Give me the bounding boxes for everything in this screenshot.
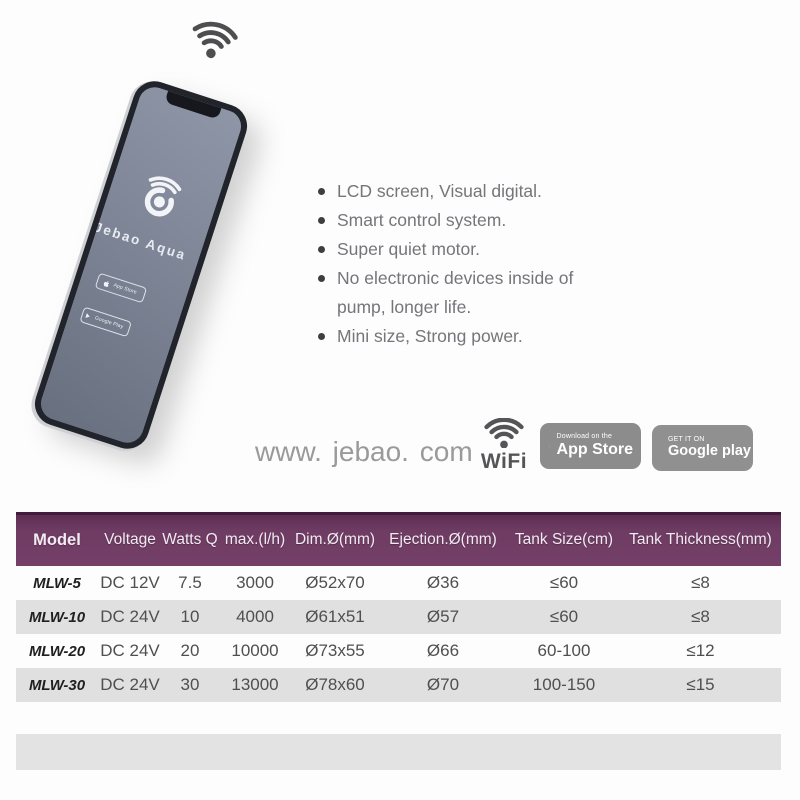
feature-text: No electronic devices inside of pump, lo… xyxy=(337,268,574,317)
wifi-signal-icon xyxy=(175,1,254,66)
col-header-voltage: Voltage xyxy=(104,531,156,549)
table-row-mlw-10: MLW-10 DC 24V 10 4000 Ø61x51 Ø57 ≤60 ≤8 xyxy=(16,600,781,634)
phone-appstore-badge-label: App Store xyxy=(112,282,138,296)
col-header-max-flow: max.(l/h) xyxy=(224,531,286,549)
feature-text: Mini size, Strong power. xyxy=(337,326,523,346)
cell-tank-size: ≤60 xyxy=(549,607,579,626)
feature-item: Smart control system. xyxy=(318,206,603,235)
bullet-icon xyxy=(318,217,325,224)
smartphone: Jebao Aqua App Store Google Play xyxy=(29,75,253,455)
app-store-badge-tagline: Download on the xyxy=(556,433,613,441)
jebao-aqua-logo-icon xyxy=(122,158,199,238)
google-play-badge-tagline: GET IT ON xyxy=(668,436,705,444)
feature-item: LCD screen, Visual digital. xyxy=(318,177,603,206)
cell-ejection: Ø36 xyxy=(426,573,460,592)
website-url: www. jebao. com xyxy=(255,436,473,467)
bullet-icon xyxy=(318,246,325,253)
cell-max-flow: 3000 xyxy=(236,573,274,592)
phone-notch xyxy=(164,89,222,120)
col-header-tank-size: Tank Size(cm) xyxy=(514,531,614,549)
cell-voltage: DC 24V xyxy=(100,675,160,694)
cell-dimension: Ø78x60 xyxy=(305,675,365,694)
app-store-badge-title: App Store xyxy=(556,441,633,459)
cell-dimension: Ø73x55 xyxy=(305,641,365,660)
feature-text: Super quiet motor. xyxy=(337,239,480,259)
cell-ejection: Ø66 xyxy=(426,641,460,660)
feature-list: LCD screen, Visual digital. Smart contro… xyxy=(318,177,603,351)
cell-dimension: Ø61x51 xyxy=(305,607,365,626)
google-play-badge[interactable]: GET IT ON Google play xyxy=(652,425,753,471)
col-header-ejection: Ejection.Ø(mm) xyxy=(389,531,497,549)
cell-tank-thickness: ≤15 xyxy=(686,675,715,694)
table-row-mlw-30: MLW-30 DC 24V 30 13000 Ø78x60 Ø70 100-15… xyxy=(16,668,781,702)
cell-tank-thickness: ≤8 xyxy=(691,573,710,592)
cell-voltage: DC 24V xyxy=(100,607,160,626)
empty-footer-bar xyxy=(16,734,781,770)
feature-item: Super quiet motor. xyxy=(318,235,603,264)
cell-max-flow: 4000 xyxy=(236,607,274,626)
table-row-mlw-5: MLW-5 DC 12V 7.5 3000 Ø52x70 Ø36 ≤60 ≤8 xyxy=(16,566,781,600)
feature-text: Smart control system. xyxy=(337,210,507,230)
feature-item: Mini size, Strong power. xyxy=(318,322,603,351)
cell-ejection: Ø70 xyxy=(426,675,460,694)
cell-watts: 30 xyxy=(180,675,200,694)
cell-tank-size: 60-100 xyxy=(537,641,591,660)
cell-max-flow: 10000 xyxy=(231,641,279,660)
cell-model: MLW-5 xyxy=(33,574,81,592)
wifi-label: WiFi xyxy=(480,450,528,473)
bullet-icon xyxy=(318,333,325,340)
cell-voltage: DC 24V xyxy=(100,641,160,660)
play-icon xyxy=(85,313,90,318)
table-header-row: Model Voltage Watts Q max.(l/h) Dim.Ø(mm… xyxy=(16,512,781,566)
cell-model: MLW-30 xyxy=(28,676,86,694)
spec-table: Model Voltage Watts Q max.(l/h) Dim.Ø(mm… xyxy=(16,512,781,770)
cell-tank-size: 100-150 xyxy=(532,675,596,694)
col-header-watts: Watts Q xyxy=(162,531,218,549)
cell-dimension: Ø52x70 xyxy=(305,573,365,592)
cell-watts: 10 xyxy=(180,607,200,626)
cell-ejection: Ø57 xyxy=(426,607,460,626)
cell-model: MLW-10 xyxy=(28,608,86,626)
col-header-model: Model xyxy=(33,530,81,549)
wifi-logo: WiFi xyxy=(476,417,532,474)
col-header-tank-thickness: Tank Thickness(mm) xyxy=(629,531,772,549)
phone-googleplay-badge: Google Play xyxy=(79,306,132,338)
cell-tank-thickness: ≤8 xyxy=(691,607,710,626)
cell-voltage: DC 12V xyxy=(100,573,160,592)
cell-tank-thickness: ≤12 xyxy=(686,641,715,660)
cell-max-flow: 13000 xyxy=(231,675,279,694)
table-row-mlw-20: MLW-20 DC 24V 20 10000 Ø73x55 Ø66 60-100… xyxy=(16,634,781,668)
bullet-icon xyxy=(318,275,325,282)
phone-screen: Jebao Aqua App Store Google Play xyxy=(37,83,245,447)
cell-tank-size: ≤60 xyxy=(549,573,579,592)
phone-appstore-badge: App Store xyxy=(94,272,148,304)
apple-icon xyxy=(549,445,550,447)
phone-googleplay-badge-label: Google Play xyxy=(94,315,124,330)
apple-icon xyxy=(103,280,110,287)
col-header-dimension: Dim.Ø(mm) xyxy=(294,531,376,549)
cell-watts: 20 xyxy=(180,641,200,660)
feature-text: LCD screen, Visual digital. xyxy=(337,181,542,201)
google-play-badge-title: Google play xyxy=(668,442,751,459)
app-store-badge[interactable]: Download on the App Store xyxy=(540,423,641,469)
wifi-arcs-icon xyxy=(484,417,524,449)
bullet-icon xyxy=(318,188,325,195)
cell-model: MLW-20 xyxy=(28,642,86,660)
cell-watts: 7.5 xyxy=(178,573,202,592)
feature-item: No electronic devices inside of pump, lo… xyxy=(318,264,603,322)
